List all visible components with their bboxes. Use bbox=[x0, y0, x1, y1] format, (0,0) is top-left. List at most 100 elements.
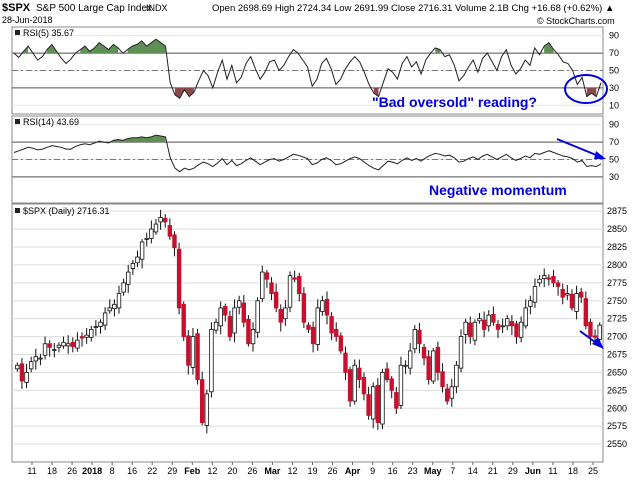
candle-body bbox=[565, 293, 570, 296]
date-label: 28-Jun-2018 bbox=[2, 15, 53, 25]
candle-body bbox=[523, 307, 528, 327]
candle-body bbox=[477, 318, 482, 322]
candle-body bbox=[260, 271, 265, 300]
candle-body bbox=[273, 291, 279, 309]
candle-body bbox=[65, 343, 71, 347]
candle-body bbox=[315, 307, 320, 345]
momentum-arrow bbox=[556, 138, 606, 159]
oversold-circle bbox=[564, 74, 608, 104]
x-tick-label: Mar bbox=[264, 466, 281, 476]
price-panel: 2875 2850 2825 2800 2775 2750 2725 2700 2675 2650… bbox=[11, 203, 627, 463]
candle-body bbox=[435, 346, 441, 373]
candle-body bbox=[458, 336, 464, 369]
overbought-fill bbox=[80, 42, 119, 54]
candle-body bbox=[116, 293, 122, 309]
y-tick-label: 2700 bbox=[607, 332, 627, 342]
candle-body bbox=[112, 303, 117, 310]
candle-body bbox=[209, 329, 214, 393]
x-tick-label: 26 bbox=[247, 466, 257, 476]
candle-body bbox=[287, 275, 293, 308]
legend-swatch bbox=[15, 119, 20, 124]
candle-body bbox=[190, 336, 196, 368]
candle-body bbox=[472, 321, 478, 341]
y-tick-label: 2850 bbox=[607, 224, 627, 234]
candle-body bbox=[153, 223, 159, 233]
x-tick-label: 25 bbox=[588, 466, 598, 476]
rsi14-panel: 90 70 50 30 RSI(14) 43.69 bbox=[11, 115, 619, 204]
x-tick-label: 18 bbox=[568, 466, 578, 476]
candle-body bbox=[468, 322, 473, 337]
candle-body bbox=[546, 277, 552, 280]
rsi-line bbox=[13, 38, 602, 100]
y-tick-label: 2725 bbox=[607, 314, 627, 324]
candle-body bbox=[15, 364, 20, 370]
candle-body bbox=[588, 321, 593, 337]
x-tick-label: 19 bbox=[307, 466, 317, 476]
candle-body bbox=[394, 392, 399, 409]
candle-body bbox=[70, 341, 75, 348]
candle-body bbox=[269, 282, 274, 294]
price-arrow bbox=[579, 330, 604, 349]
candle-body bbox=[343, 352, 348, 373]
legend-swatch bbox=[15, 208, 20, 213]
candle-body bbox=[537, 278, 542, 284]
candle-body bbox=[463, 321, 468, 335]
candle-body bbox=[297, 275, 302, 294]
candle-body bbox=[24, 372, 29, 383]
rsi5-panel: 90 70 50 30 10 RSI(5) 35.67 bbox=[11, 26, 619, 115]
candle-body bbox=[93, 326, 99, 328]
x-tick-label: Jun bbox=[525, 466, 541, 476]
candle-body bbox=[163, 217, 168, 223]
candle-body bbox=[75, 339, 80, 349]
x-axis: 11 18 26 2018 8 16 22 29 Feb 12 20 26 Mar 12 19 26 Apr 9 1… bbox=[27, 462, 598, 476]
x-tick-label: 22 bbox=[147, 466, 157, 476]
candle-body bbox=[444, 388, 450, 402]
candle-body bbox=[126, 271, 131, 285]
candle-body bbox=[426, 356, 431, 380]
price-title: $SPX (Daily) 2716.31 bbox=[23, 206, 110, 216]
candle-body bbox=[500, 325, 505, 328]
candle-body bbox=[47, 343, 52, 348]
y-tick-label: 70 bbox=[609, 137, 619, 147]
y-tick-label: 2575 bbox=[607, 421, 627, 431]
candle-body bbox=[301, 293, 307, 323]
candle-body bbox=[449, 386, 454, 399]
candle-body bbox=[560, 288, 565, 298]
x-tick-label: 26 bbox=[67, 466, 77, 476]
candle-body bbox=[130, 263, 136, 269]
candle-body bbox=[213, 321, 219, 331]
candle-body bbox=[246, 318, 251, 345]
candle-body bbox=[380, 372, 385, 425]
candle-body bbox=[292, 277, 297, 280]
x-tick-label: Feb bbox=[184, 466, 201, 476]
candle-body bbox=[172, 234, 177, 249]
x-tick-label: 12 bbox=[207, 466, 217, 476]
x-tick-label: 29 bbox=[508, 466, 518, 476]
candle-body bbox=[505, 318, 510, 327]
y-tick-label: 2675 bbox=[607, 350, 627, 360]
candle-body bbox=[241, 302, 246, 323]
y-tick-label: 30 bbox=[609, 83, 619, 93]
candle-body bbox=[375, 384, 381, 423]
candle-body bbox=[33, 356, 38, 362]
candle-body bbox=[597, 324, 602, 340]
x-tick-label: 16 bbox=[388, 466, 398, 476]
candle-body bbox=[347, 369, 353, 402]
candle-body bbox=[52, 349, 57, 351]
candle-body bbox=[42, 343, 48, 356]
candle-body bbox=[431, 350, 436, 382]
y-tick-label: 2750 bbox=[607, 296, 627, 306]
candle-body bbox=[102, 312, 108, 326]
rsi14-title: RSI(14) 43.69 bbox=[23, 117, 79, 127]
x-tick-label: 26 bbox=[328, 466, 338, 476]
candle-body bbox=[398, 364, 404, 406]
y-tick-label: 30 bbox=[609, 172, 619, 182]
candle-body bbox=[592, 335, 598, 338]
y-tick-label: 50 bbox=[609, 66, 619, 76]
candle-body bbox=[84, 334, 89, 338]
candle-body bbox=[236, 300, 242, 308]
candle-body bbox=[334, 329, 339, 337]
candle-body bbox=[199, 379, 205, 423]
candle-body bbox=[532, 286, 538, 303]
